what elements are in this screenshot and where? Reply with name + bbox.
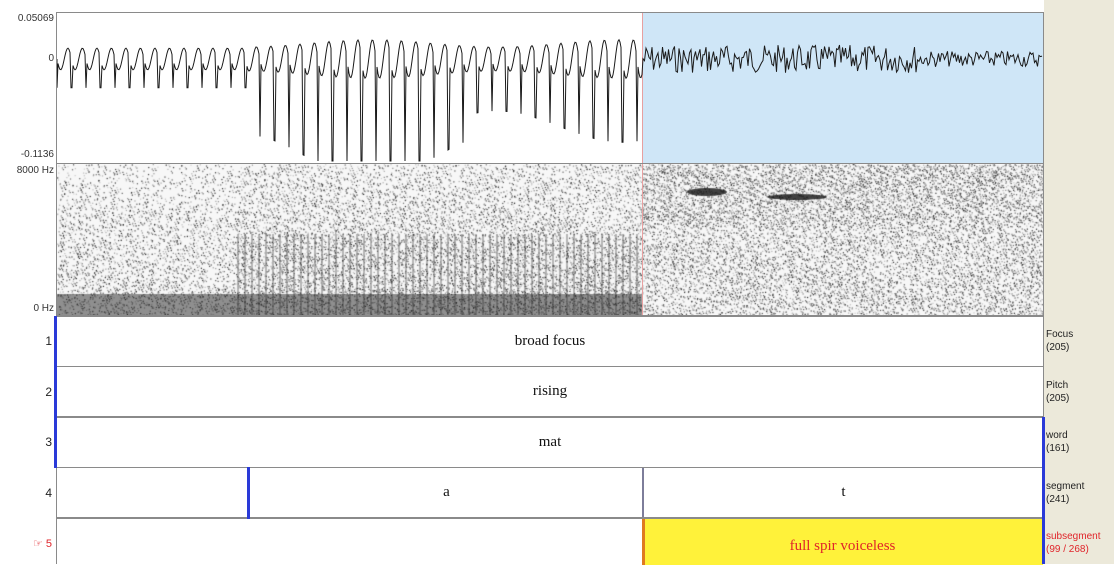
waveform-zero-label: 0 xyxy=(48,53,54,64)
left-gutter xyxy=(0,0,56,564)
interval-label-selected[interactable]: full spir voiceless xyxy=(789,538,896,554)
spectrogram-top-label: 8000 Hz xyxy=(16,165,54,176)
tier-subsegment[interactable]: full spir voiceless xyxy=(56,518,1044,565)
interval-label[interactable]: mat xyxy=(538,434,562,450)
spectrogram-panel[interactable] xyxy=(56,163,1044,316)
boundary-marker[interactable] xyxy=(54,316,57,468)
tier-focus[interactable]: broad focus xyxy=(56,316,1044,367)
tier-number: 2 xyxy=(45,385,52,399)
tier-segment[interactable]: a t xyxy=(56,467,1044,518)
interval-label[interactable] xyxy=(57,468,249,517)
tier-number-active: ☞ 5 xyxy=(32,538,52,550)
tier-name-segment: segment (241) xyxy=(1046,481,1085,505)
interval-label[interactable]: rising xyxy=(532,383,568,399)
waveform-max-label: 0.05069 xyxy=(17,13,54,24)
tier-name-focus: Focus (205) xyxy=(1046,329,1074,353)
tier-name-subsegment: subsegment (99 / 268) xyxy=(1046,531,1101,555)
tier-name-word: word (161) xyxy=(1046,430,1070,454)
selected-interval[interactable] xyxy=(642,519,1043,565)
interval-label[interactable]: a xyxy=(443,484,450,500)
interval-label[interactable] xyxy=(57,519,642,568)
waveform-min-label: -0.1136 xyxy=(20,149,54,160)
waveform-path xyxy=(57,38,1043,162)
boundary-marker[interactable] xyxy=(247,467,250,519)
cursor-line xyxy=(642,13,643,163)
interval-boundary[interactable] xyxy=(642,468,644,517)
waveform-panel[interactable] xyxy=(56,12,1044,164)
waveform-trace xyxy=(57,38,1043,162)
tier-number: 1 xyxy=(45,334,52,348)
tier-pitch[interactable]: rising xyxy=(56,366,1044,417)
spectrogram-bottom-label: 0 Hz xyxy=(33,303,54,314)
interval-label[interactable]: t xyxy=(841,484,846,500)
tier-name-pitch: Pitch (205) xyxy=(1046,380,1070,404)
interval-label[interactable]: broad focus xyxy=(514,333,586,349)
boundary-marker[interactable] xyxy=(1042,417,1045,564)
tier-number: 3 xyxy=(45,435,52,449)
tier-word[interactable]: mat xyxy=(56,417,1044,468)
tier-number: 4 xyxy=(45,486,52,500)
cursor-line xyxy=(642,164,643,315)
spectrogram-image xyxy=(57,164,1043,315)
tier-names-gutter xyxy=(1044,0,1114,564)
pointing-hand-icon: ☞ xyxy=(32,538,43,550)
selection-highlight xyxy=(643,13,1043,163)
